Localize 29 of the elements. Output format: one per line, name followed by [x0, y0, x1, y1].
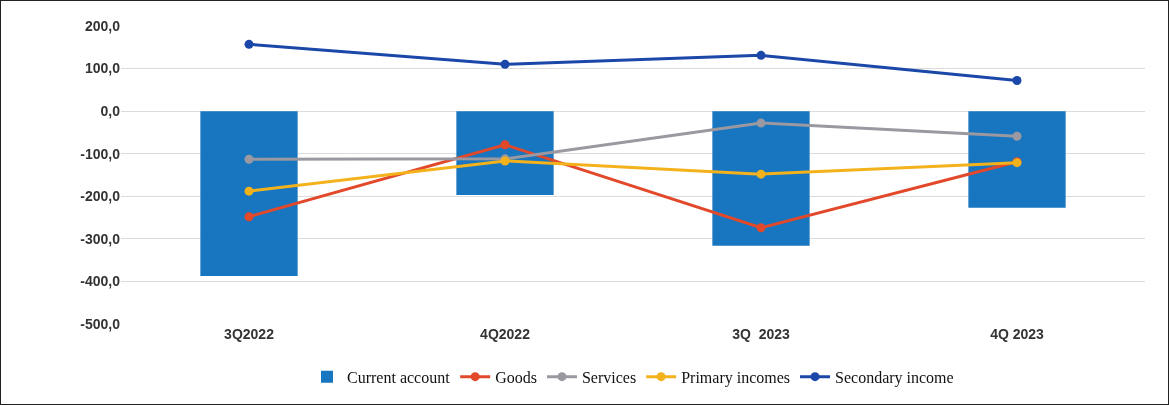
y-tick-label: -400,0 [80, 273, 121, 290]
y-tick-label: -100,0 [80, 145, 121, 162]
y-tick-label: -200,0 [80, 188, 121, 205]
x-tick-label: 3Q 2023 [732, 326, 791, 342]
point [756, 169, 766, 179]
legend-label: Secondary income [835, 368, 954, 387]
point [756, 118, 766, 128]
point [244, 154, 254, 164]
point [500, 59, 510, 69]
point [244, 212, 254, 222]
point [756, 50, 766, 60]
legend-label: Services [581, 368, 637, 386]
y-tick-label: 0,0 [100, 103, 121, 120]
y-tick-label: -500,0 [80, 315, 121, 332]
y-tick-label: 200,0 [84, 17, 121, 34]
point [244, 39, 254, 49]
x-tick-label: 4Q 2023 [990, 326, 1045, 342]
point [756, 223, 766, 233]
point [1012, 131, 1022, 141]
point [500, 140, 510, 150]
point [244, 186, 254, 196]
x-tick-label: 4Q2022 [480, 326, 531, 342]
y-tick-label: 100,0 [84, 60, 121, 77]
legend-label: Goods [495, 368, 537, 386]
legend-label: Primary incomes [681, 368, 791, 387]
x-tick-label: 3Q2022 [224, 326, 275, 342]
point [1012, 75, 1022, 85]
y-tick-label: -300,0 [80, 230, 121, 247]
legend-label: Current account [347, 368, 451, 386]
